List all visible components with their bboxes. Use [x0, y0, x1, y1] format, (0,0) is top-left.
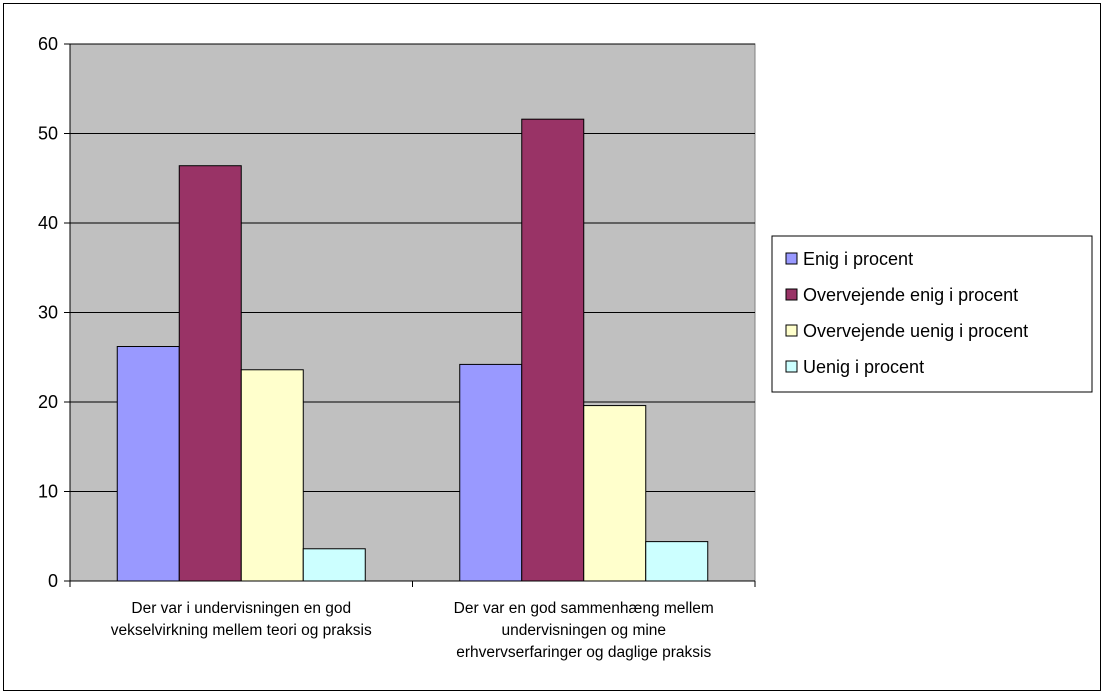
y-tick-label: 40 [38, 213, 58, 233]
bar [116, 346, 180, 582]
bar [645, 541, 709, 582]
legend: Enig i procent Overvejende enig i procent… [771, 235, 1093, 393]
y-tick-label: 60 [38, 34, 58, 54]
bar [240, 369, 304, 582]
x-category-label: vekselvirkning mellem teori og praksis [111, 622, 372, 639]
legend-label: Enig i procent [803, 249, 913, 269]
legend-swatch [785, 360, 798, 373]
axes: 0 10 20 30 40 50 60 Der var i undervisningen en… [38, 34, 756, 661]
legend-box [771, 235, 1093, 393]
bar [178, 165, 242, 582]
x-category-label: Der var en god sammenhæng mellem [454, 600, 714, 617]
x-category-label: Der var i undervisningen en god [131, 600, 351, 617]
bar [302, 548, 366, 582]
x-category-label: undervisningen og mine [501, 622, 666, 639]
bar [583, 405, 647, 582]
y-tick-label: 50 [38, 124, 58, 144]
x-category-label: erhvervserfaringer og daglige praksis [456, 644, 711, 661]
legend-label: Overvejende enig i procent [803, 285, 1018, 305]
bar [459, 363, 523, 582]
legend-swatch [785, 252, 798, 265]
legend-label: Overvejende uenig i procent [803, 321, 1028, 341]
y-tick-label: 30 [38, 303, 58, 323]
y-tick-label: 10 [38, 482, 58, 502]
y-tick-label: 20 [38, 392, 58, 412]
legend-swatch [785, 288, 798, 301]
legend-label: Uenig i procent [803, 357, 924, 377]
bars [116, 118, 709, 582]
bar [521, 118, 585, 582]
y-tick-label: 0 [48, 571, 58, 591]
legend-swatch [785, 324, 798, 337]
